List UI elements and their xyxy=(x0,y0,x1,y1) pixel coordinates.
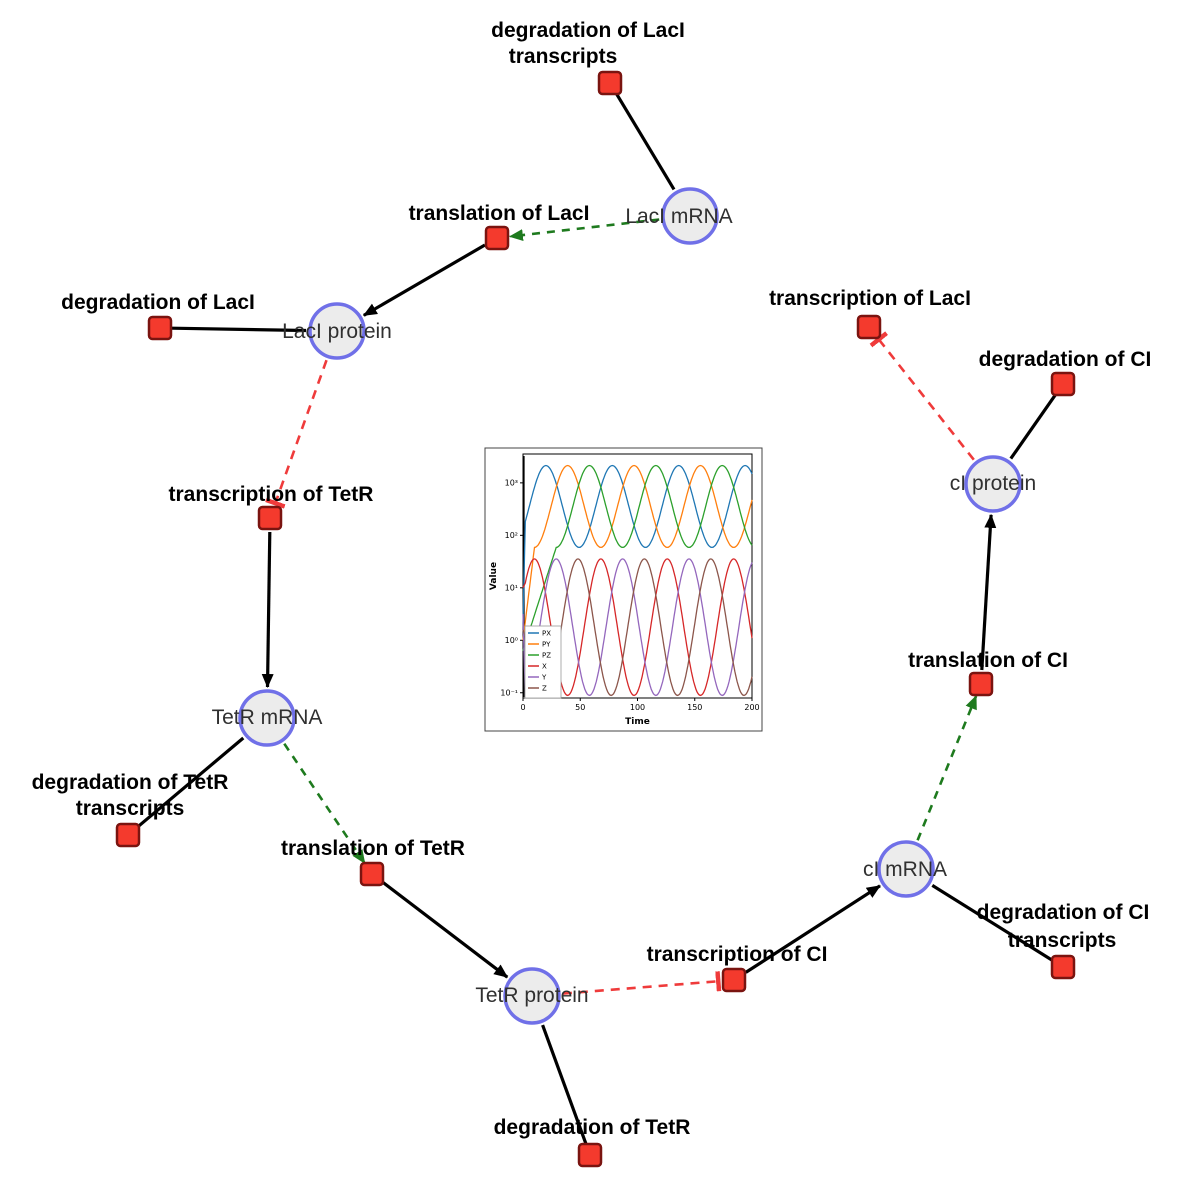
reaction-label-translation-of-tetr-line0: translation of TetR xyxy=(281,837,465,860)
species-node-ci-mrna[interactable] xyxy=(877,840,935,898)
reaction-node-transcription-of-tetr[interactable] xyxy=(257,505,283,531)
chart-series-PY xyxy=(522,464,753,641)
edge-product-translation-of-ci-to-ci-protein xyxy=(980,513,997,671)
reaction-node-transcription-of-ci[interactable] xyxy=(721,967,747,993)
reaction-node-translation-of-laci[interactable] xyxy=(484,225,510,251)
reaction-node-translation-of-tetr[interactable] xyxy=(359,861,385,887)
reaction-label-degradation-of-laci-line0: degradation of LacI xyxy=(61,291,255,314)
legend-label-PY: PY xyxy=(542,641,551,649)
species-label-ci-protein: cI protein xyxy=(950,472,1036,495)
edge-reactant-tetr-mrna-to-degradation-of-tetr-transcripts xyxy=(136,736,245,829)
y-tick-label: 10¹ xyxy=(505,583,518,592)
species-label-tetr-protein: TetR protein xyxy=(475,984,588,1007)
edges-layer xyxy=(136,92,1058,1145)
inset-chart: 0 50 100 150 200 10⁻¹ 10⁰ 10¹ 10² 10³ Time Value PX P… xyxy=(484,447,763,732)
species-label-tetr-mrna: TetR mRNA xyxy=(212,706,323,729)
species-node-laci-protein[interactable] xyxy=(308,302,366,360)
reaction-label-degradation-of-tetr-line0: degradation of TetR xyxy=(494,1116,691,1139)
labels-layer: LacI mRNA LacI protein TetR mRNA TetR prote… xyxy=(32,19,1152,1139)
legend-label-PX: PX xyxy=(542,630,551,638)
species-label-ci-mrna: cI mRNA xyxy=(863,858,947,881)
species-node-tetr-mrna[interactable] xyxy=(238,689,296,747)
reaction-label-degradation-of-tetr-transcripts-line0: degradation of TetR xyxy=(32,771,229,794)
y-tick-label: 10³ xyxy=(505,478,518,487)
reaction-node-transcription-of-laci[interactable] xyxy=(856,314,882,340)
edge-reactant-laci-protein-to-degradation-of-laci xyxy=(171,326,307,333)
edge-reactant-laci-mrna-to-degradation-of-laci-transcripts xyxy=(614,92,676,191)
reaction-node-degradation-of-laci-transcripts[interactable] xyxy=(597,70,623,96)
reaction-node-translation-of-ci[interactable] xyxy=(968,671,994,697)
edge-modifier-laci-mrna-to-translation-of-laci xyxy=(508,218,660,241)
chart-series-PZ xyxy=(522,464,753,651)
reaction-label-translation-of-ci-line0: translation of CI xyxy=(908,649,1068,672)
x-axis-label: Time xyxy=(625,717,650,727)
reaction-label-degradation-of-ci-line0: degradation of CI xyxy=(979,348,1152,371)
species-node-ci-protein[interactable] xyxy=(964,455,1022,513)
species-label-laci-mrna: LacI mRNA xyxy=(625,205,732,228)
edge-product-translation-of-laci-to-laci-protein xyxy=(362,243,486,317)
edge-product-translation-of-tetr-to-tetr-protein xyxy=(382,881,509,979)
edge-reactant-ci-mrna-to-degradation-of-ci-transcripts xyxy=(931,884,1054,962)
x-tick-label: 50 xyxy=(575,703,585,712)
x-tick-label: 0 xyxy=(520,703,525,712)
chart-series-PX xyxy=(522,464,753,625)
edge-reactant-ci-protein-to-degradation-of-ci xyxy=(1009,392,1058,460)
edge-product-transcription-of-ci-to-ci-mrna xyxy=(744,884,881,974)
reaction-label-translation-of-laci-line0: translation of LacI xyxy=(409,202,590,225)
reaction-label-transcription-of-ci-line0: transcription of CI xyxy=(647,943,828,966)
nodes-layer xyxy=(115,70,1076,1168)
edge-product-transcription-of-tetr-to-tetr-mrna xyxy=(261,531,274,688)
legend-label-PZ: PZ xyxy=(542,652,551,660)
edge-modifier-tetr-mrna-to-translation-of-tetr xyxy=(283,742,366,865)
legend-label-Y: Y xyxy=(541,674,547,682)
x-tick-label: 150 xyxy=(687,703,702,712)
edge-reactant-tetr-protein-to-degradation-of-tetr xyxy=(541,1024,588,1145)
reaction-node-degradation-of-tetr-transcripts[interactable] xyxy=(115,822,141,848)
species-node-laci-mrna[interactable] xyxy=(661,187,719,245)
chart-series-Y xyxy=(522,558,753,697)
reaction-label-degradation-of-ci-transcripts-line0: degradation of CI xyxy=(977,901,1150,924)
legend-label-Z: Z xyxy=(542,685,547,693)
reaction-node-degradation-of-laci[interactable] xyxy=(147,315,173,341)
chart-legend xyxy=(524,625,562,699)
reaction-node-degradation-of-ci-transcripts[interactable] xyxy=(1050,954,1076,980)
species-label-laci-protein: LacI protein xyxy=(282,320,392,343)
reaction-label-transcription-of-tetr-line0: transcription of TetR xyxy=(169,483,374,506)
y-tick-label: 10² xyxy=(505,531,518,540)
x-tick-label: 200 xyxy=(744,703,759,712)
reaction-label-transcription-of-laci-line0: transcription of LacI xyxy=(769,287,971,310)
reaction-node-degradation-of-ci[interactable] xyxy=(1050,371,1076,397)
reaction-label-degradation-of-ci-transcripts-line1: transcripts xyxy=(1008,929,1117,952)
edge-inhibitor-ci-protein-to-transcription-of-laci xyxy=(869,331,975,461)
edge-inhibitor-tetr-protein-to-transcription-of-ci xyxy=(562,971,722,995)
species-node-tetr-protein[interactable] xyxy=(503,967,561,1025)
reaction-label-degradation-of-laci-transcripts-line1: transcripts xyxy=(509,45,618,68)
reaction-node-degradation-of-tetr[interactable] xyxy=(577,1142,603,1168)
reaction-label-degradation-of-tetr-transcripts-line1: transcripts xyxy=(76,797,185,820)
legend-label-X: X xyxy=(542,663,547,671)
x-tick-label: 100 xyxy=(630,703,645,712)
edge-modifier-ci-mrna-to-translation-of-ci xyxy=(916,695,978,841)
y-tick-label: 10⁻¹ xyxy=(500,688,518,697)
y-axis-label: Value xyxy=(489,562,499,590)
y-tick-label: 10⁰ xyxy=(505,636,518,645)
reaction-label-degradation-of-laci-transcripts-line0: degradation of LacI xyxy=(491,19,685,42)
